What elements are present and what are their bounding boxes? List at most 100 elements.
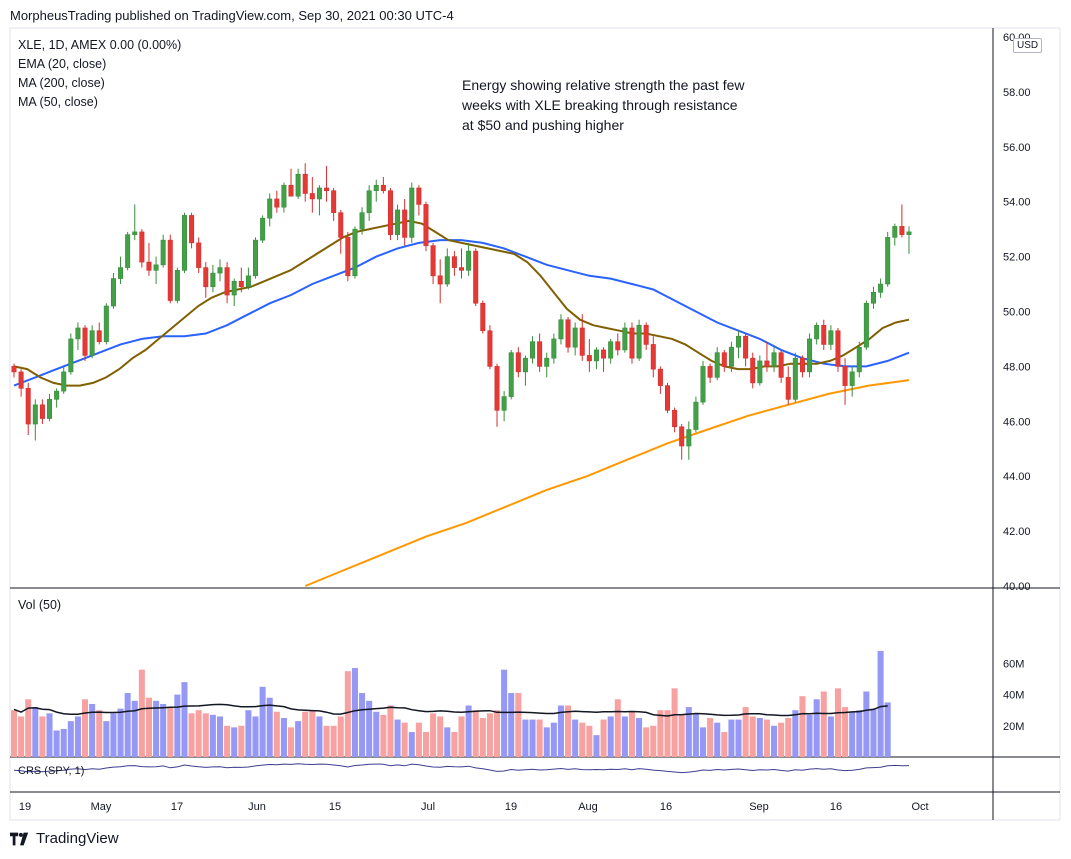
candle: [487, 325, 493, 370]
candle-body: [672, 410, 678, 428]
candle: [629, 322, 635, 364]
candle: [807, 333, 813, 378]
candle: [253, 237, 259, 279]
volume-bar: [309, 710, 316, 757]
volume-bar: [323, 725, 330, 757]
candle-body: [281, 184, 287, 208]
volume-bar: [316, 716, 323, 757]
candle-body: [96, 330, 102, 342]
candle-body: [139, 231, 145, 263]
candle: [601, 347, 607, 372]
candle-body: [409, 187, 415, 238]
candle: [160, 234, 166, 268]
candle-body: [132, 231, 138, 235]
volume-bar: [678, 714, 685, 757]
candle-body: [487, 330, 493, 367]
volume-bar: [863, 691, 870, 757]
chart-annotation: Energy showing relative strength the pas…: [462, 77, 745, 133]
volume-bar: [657, 710, 664, 757]
candle: [437, 259, 443, 304]
candle-body: [721, 352, 727, 367]
candle: [203, 262, 209, 298]
candle: [778, 349, 784, 383]
volume-bar: [486, 713, 493, 757]
volume-bar: [685, 707, 692, 757]
candle: [210, 264, 216, 293]
candle: [18, 369, 24, 397]
candle: [345, 231, 351, 282]
candle: [451, 251, 457, 276]
candle-body: [189, 215, 195, 244]
time-tick-label: Aug: [578, 801, 598, 813]
candle-body: [160, 239, 166, 266]
currency-badge[interactable]: USD: [1013, 38, 1043, 53]
candles: [11, 163, 912, 460]
candle: [110, 273, 116, 309]
candle-body: [622, 327, 628, 351]
candle: [238, 267, 244, 293]
volume-bar: [138, 669, 145, 757]
crs-line: [13, 763, 910, 774]
candle: [515, 347, 521, 378]
candle-body: [785, 377, 791, 400]
candle: [54, 388, 60, 408]
candle-body: [615, 341, 621, 351]
volume-bar: [401, 722, 408, 757]
candle-body: [395, 209, 401, 235]
volume-bar: [160, 703, 167, 757]
volume-bar: [280, 718, 287, 757]
candle-body: [68, 338, 74, 373]
volume-bar: [856, 710, 863, 757]
candle-body: [444, 256, 450, 285]
volume-bar: [60, 728, 67, 757]
candle-body: [700, 366, 706, 403]
volume-bar: [728, 719, 735, 757]
price-axis: 60.0058.0056.0054.0052.0050.0048.0046.00…: [1003, 32, 1031, 593]
volume-bar: [174, 694, 181, 757]
price-tick-label: 54.00: [1003, 197, 1031, 209]
candle-body: [473, 250, 479, 304]
volume-bar: [806, 714, 813, 757]
candle-body: [494, 366, 500, 411]
volume-bar: [508, 693, 515, 757]
volume-bar: [557, 705, 564, 757]
ma200-line: [304, 379, 910, 587]
volume-bar: [103, 721, 110, 757]
volume-bar: [614, 699, 621, 757]
candle: [664, 382, 670, 414]
candle: [750, 352, 756, 389]
candle: [359, 207, 365, 235]
time-tick-label: 19: [19, 801, 31, 813]
volume-bar: [216, 716, 224, 757]
candle-body: [601, 349, 607, 359]
candle: [61, 366, 67, 394]
volume-bar: [344, 671, 351, 757]
candle: [608, 338, 614, 364]
volume-bar: [529, 719, 536, 757]
legend-ma200: MA (200, close): [18, 76, 105, 90]
candle-body: [799, 357, 805, 373]
candle: [792, 352, 798, 403]
candle-body: [629, 327, 635, 359]
volume-bar: [209, 714, 216, 757]
candle: [402, 198, 408, 246]
candle: [338, 209, 344, 254]
candle-body: [458, 267, 465, 271]
volume-bar: [373, 711, 380, 757]
candle: [139, 229, 145, 268]
volume-bar: [664, 710, 671, 757]
volume-bar: [699, 727, 707, 757]
volume-bar: [366, 700, 373, 757]
price-tick-label: 46.00: [1003, 416, 1031, 428]
volume-bar: [53, 730, 60, 757]
volume-bar: [46, 713, 53, 757]
volume-axis: 60M 40M 20M: [1003, 658, 1024, 732]
footer-brand[interactable]: TradingView: [10, 830, 119, 847]
candle-body: [551, 338, 557, 359]
candle-body: [522, 357, 528, 373]
candle: [458, 248, 465, 279]
candle: [373, 179, 379, 202]
volume-bar: [536, 719, 543, 757]
candle: [331, 187, 337, 221]
